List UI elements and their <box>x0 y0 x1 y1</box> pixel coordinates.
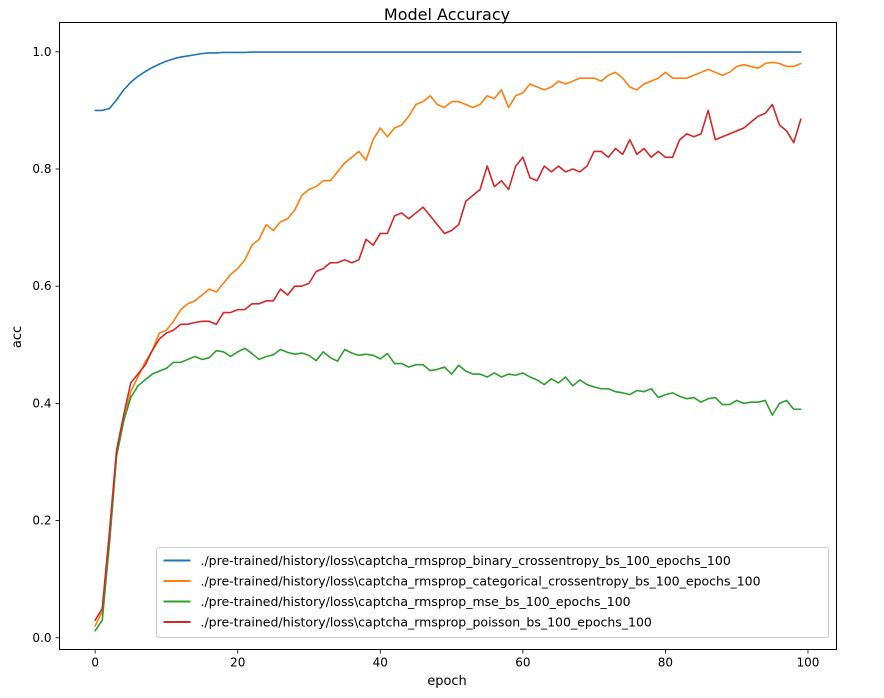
x-tick-label: 20 <box>230 656 245 670</box>
y-axis-label: acc <box>10 326 25 348</box>
plot-frame <box>59 22 837 650</box>
x-tick-label: 100 <box>797 656 820 670</box>
x-axis: 0 20 40 60 80 100 <box>91 649 820 670</box>
legend: ./pre-trained/history/loss\captcha_rmspr… <box>156 547 829 638</box>
series-line-1 <box>94 51 802 112</box>
legend-label: ./pre-trained/history/loss\captcha_rmspr… <box>201 553 731 568</box>
x-tick-label: 0 <box>91 656 99 670</box>
x-tick-label: 80 <box>658 656 673 670</box>
x-tick-label: 60 <box>515 656 530 670</box>
legend-label: ./pre-trained/history/loss\captcha_rmspr… <box>201 594 631 609</box>
y-tick-label: 1.0 <box>32 45 51 59</box>
legend-label: ./pre-trained/history/loss\captcha_rmspr… <box>201 574 761 589</box>
y-tick-label: 0.4 <box>32 396 51 410</box>
legend-label: ./pre-trained/history/loss\captcha_rmspr… <box>201 615 652 630</box>
y-tick-label: 0.8 <box>32 162 51 176</box>
x-axis-label: epoch <box>427 674 467 689</box>
y-tick-label: 0.2 <box>32 514 51 528</box>
x-tick-label: 40 <box>373 656 388 670</box>
y-axis: 0.0 0.2 0.4 0.6 0.8 1.0 <box>32 45 60 645</box>
series-line-3 <box>94 347 802 632</box>
series-line-4 <box>94 103 802 622</box>
series-line-2 <box>94 61 802 627</box>
legend-box <box>156 547 829 638</box>
chart-title: Model Accuracy <box>384 5 510 24</box>
y-tick-label: 0.6 <box>32 279 51 293</box>
y-tick-label: 0.0 <box>32 631 51 645</box>
